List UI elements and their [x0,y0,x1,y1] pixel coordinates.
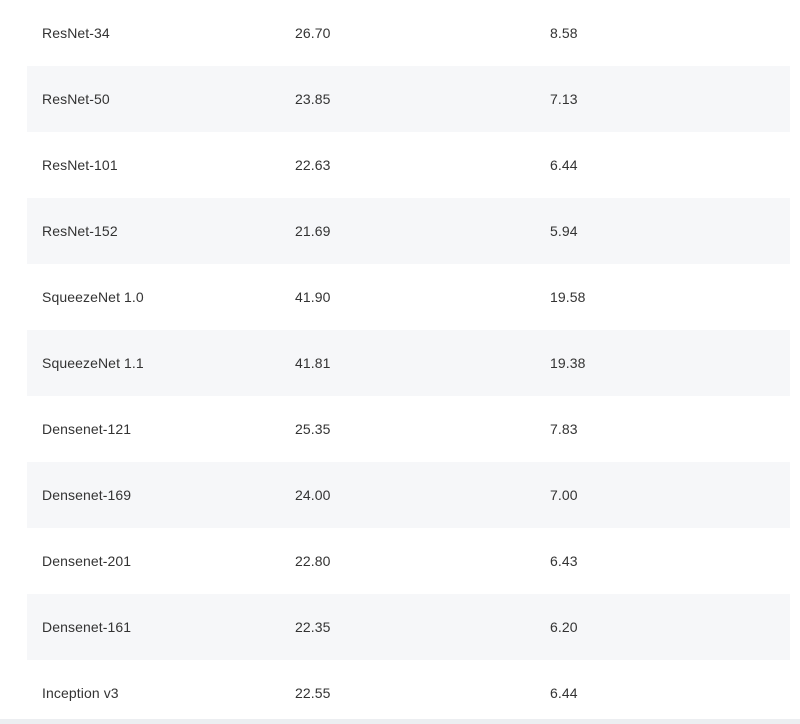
top1-error-cell: 24.00 [295,487,331,503]
model-name-cell: ResNet-50 [42,91,110,107]
top5-error-cell: 7.83 [550,421,578,437]
table-row: Densenet-201 22.80 6.43 [27,528,790,594]
top5-error-cell: 8.58 [550,25,578,41]
top1-error-cell: 22.35 [295,619,331,635]
table-row: ResNet-34 26.70 8.58 [27,0,790,66]
top1-error-cell: 26.70 [295,25,331,41]
top5-error-cell: 7.13 [550,91,578,107]
model-name-cell: Densenet-169 [42,487,132,503]
top5-error-cell: 6.43 [550,553,578,569]
top1-error-cell: 23.85 [295,91,331,107]
model-name-cell: Inception v3 [42,685,119,701]
top1-error-cell: 41.90 [295,289,331,305]
top1-error-cell: 22.80 [295,553,331,569]
table-row: Densenet-161 22.35 6.20 [27,594,790,660]
top5-error-cell: 19.38 [550,355,586,371]
table-row: Inception v3 22.55 6.44 [27,660,790,724]
page-bottom-divider [0,719,800,724]
table-row: ResNet-50 23.85 7.13 [27,66,790,132]
top1-error-cell: 21.69 [295,223,331,239]
top5-error-cell: 6.44 [550,685,578,701]
top1-error-cell: 41.81 [295,355,331,371]
top5-error-cell: 19.58 [550,289,586,305]
top5-error-cell: 5.94 [550,223,578,239]
table-row: Densenet-169 24.00 7.00 [27,462,790,528]
top1-error-cell: 22.63 [295,157,331,173]
model-name-cell: SqueezeNet 1.1 [42,355,144,371]
top1-error-cell: 25.35 [295,421,331,437]
table-row: ResNet-101 22.63 6.44 [27,132,790,198]
model-name-cell: SqueezeNet 1.0 [42,289,144,305]
top1-error-cell: 22.55 [295,685,331,701]
model-error-table: ResNet-34 26.70 8.58 ResNet-50 23.85 7.1… [27,0,790,724]
model-name-cell: Densenet-201 [42,553,132,569]
table-row: ResNet-152 21.69 5.94 [27,198,790,264]
top5-error-cell: 6.44 [550,157,578,173]
table-row: SqueezeNet 1.0 41.90 19.58 [27,264,790,330]
table-row: Densenet-121 25.35 7.83 [27,396,790,462]
model-name-cell: ResNet-152 [42,223,118,239]
table-row: SqueezeNet 1.1 41.81 19.38 [27,330,790,396]
top5-error-cell: 7.00 [550,487,578,503]
model-name-cell: Densenet-121 [42,421,132,437]
model-name-cell: ResNet-34 [42,25,110,41]
model-name-cell: ResNet-101 [42,157,118,173]
top5-error-cell: 6.20 [550,619,578,635]
model-name-cell: Densenet-161 [42,619,132,635]
